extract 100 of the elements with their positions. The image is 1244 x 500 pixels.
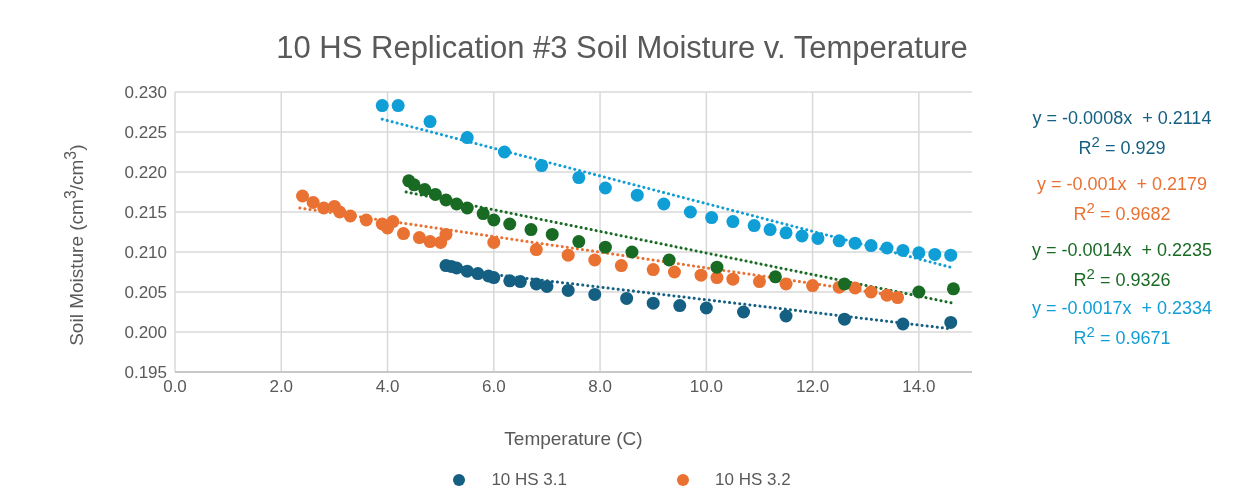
point [768, 270, 782, 284]
point [487, 271, 501, 285]
point [667, 265, 681, 279]
point [880, 288, 894, 302]
point [535, 159, 549, 173]
point [396, 227, 410, 241]
point [699, 301, 713, 315]
point [471, 267, 485, 281]
point [657, 197, 671, 211]
point [620, 291, 634, 305]
point [710, 260, 724, 274]
point [625, 245, 639, 259]
y-tick-label: 0.205 [124, 283, 167, 303]
y-tick-label: 0.215 [124, 203, 167, 223]
point [513, 275, 527, 289]
point [561, 248, 575, 262]
point [503, 217, 517, 231]
point [391, 99, 405, 113]
point [503, 274, 517, 288]
point [837, 312, 851, 326]
point [572, 171, 586, 185]
point [359, 213, 373, 227]
point [460, 131, 474, 145]
text: y = -0.0017x + 0.2334 [1030, 298, 1214, 319]
point [646, 263, 660, 277]
x-tick-label: 2.0 [269, 377, 294, 397]
point [891, 291, 905, 305]
point [333, 205, 347, 219]
text: y = -0.0014x + 0.2235 [1030, 240, 1214, 261]
x-tick-label: 4.0 [375, 377, 400, 397]
point [460, 201, 474, 215]
point [588, 287, 602, 301]
point [487, 235, 501, 249]
point [460, 264, 474, 278]
point [423, 115, 437, 129]
point [497, 145, 511, 159]
point [694, 268, 708, 282]
point [529, 277, 543, 291]
point [763, 223, 777, 237]
x-tick-label: 14.0 [902, 377, 936, 397]
point [386, 215, 400, 229]
point [572, 235, 586, 249]
point [306, 195, 320, 209]
point [630, 188, 644, 202]
x-tick-label: 6.0 [481, 377, 506, 397]
point [752, 275, 766, 289]
legend-label: 10 HS 3.1 [491, 470, 567, 490]
text: y = -0.0008x + 0.2114 [1031, 108, 1213, 129]
point [806, 279, 820, 293]
point [598, 240, 612, 254]
point [343, 209, 357, 223]
point [747, 219, 761, 233]
point [407, 178, 421, 192]
point [944, 248, 958, 262]
point [779, 226, 793, 240]
point [928, 247, 942, 261]
point [428, 187, 442, 201]
text: y = -0.001x + 0.2179 [1035, 174, 1209, 195]
point [864, 239, 878, 253]
x-axis-title: Temperature (C) [503, 428, 644, 450]
point [561, 283, 575, 297]
point [795, 229, 809, 243]
y-tick-label: 0.220 [124, 163, 167, 183]
point [662, 253, 676, 267]
y-tick-label: 0.230 [124, 83, 167, 103]
point [848, 236, 862, 250]
point [944, 315, 958, 329]
x-tick-label: 8.0 [588, 377, 612, 397]
point [450, 197, 464, 211]
point [439, 227, 453, 241]
point [896, 317, 910, 331]
point [598, 181, 612, 195]
x-tick-label: 10.0 [689, 377, 723, 397]
point [896, 243, 910, 257]
point [837, 277, 851, 291]
point [864, 285, 878, 299]
x-tick-label: 12.0 [796, 377, 830, 397]
point [296, 189, 310, 203]
point [524, 223, 538, 237]
text: R$^{2}$ = 0.929 [1077, 133, 1167, 159]
point [705, 211, 719, 225]
x-tick-label: 0.0 [163, 377, 187, 397]
point [412, 231, 426, 245]
y-tick-label: 0.225 [124, 123, 167, 143]
point [540, 279, 554, 293]
text: R$^{2}$ = 0.9671 [1072, 323, 1172, 349]
point [545, 227, 559, 241]
text: R$^{2}$ = 0.9682 [1072, 199, 1172, 225]
point [779, 309, 793, 323]
point [673, 299, 687, 313]
point [450, 261, 464, 275]
point [375, 99, 389, 113]
y-tick-label: 0.200 [124, 323, 167, 343]
point [588, 253, 602, 267]
text: R$^{2}$ = 0.9326 [1072, 265, 1172, 291]
point [880, 241, 894, 255]
point [779, 277, 793, 291]
point [487, 213, 501, 227]
point [614, 259, 628, 273]
chart-title: 10 HS Replication #3 Soil Moisture v. Temperature [275, 30, 969, 66]
